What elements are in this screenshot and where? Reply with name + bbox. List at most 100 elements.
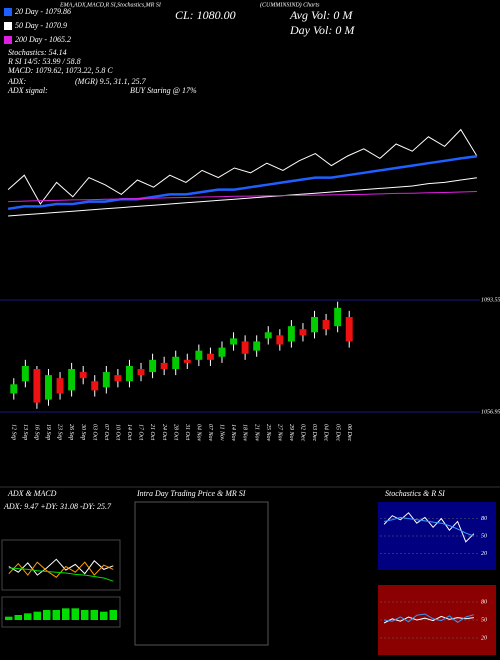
x-tick-label: 30 Sep <box>80 423 86 440</box>
x-tick-label: 31 Oct <box>184 423 190 440</box>
candle-body <box>10 384 18 394</box>
close-label: CL: 1080.00 <box>175 8 236 22</box>
legend-swatch <box>4 36 12 44</box>
x-tick-label: 21 Oct <box>149 424 155 440</box>
x-tick-label: 28 Oct <box>172 424 178 440</box>
candle-body <box>334 307 342 327</box>
candle-body <box>299 329 307 336</box>
candle-body <box>45 375 52 400</box>
stochastics-stat: Stochastics: 54.14 <box>8 48 67 57</box>
legend-label: 50 Day - 1070.9 <box>15 21 67 30</box>
stoch-title: Stochastics & R SI <box>385 489 445 498</box>
candle-body <box>183 359 191 363</box>
candle-body <box>33 369 41 403</box>
series-line <box>8 177 477 217</box>
bar <box>14 615 22 620</box>
series-line <box>384 613 475 624</box>
bar <box>109 610 117 620</box>
x-tick-label: 11 Nov <box>219 424 225 441</box>
y-tick-label: 80 <box>481 516 487 522</box>
x-tick-label: 14 Oct <box>126 424 133 440</box>
macd-stat: MACD: 1079.62, 1073.22, 5.8 C <box>7 66 113 75</box>
x-tick-label: 03 Oct <box>91 424 97 440</box>
candle-body <box>21 365 29 382</box>
x-tick-label: 25 Nov <box>265 424 271 442</box>
symbol: (CUMMINSIND) Charts <box>260 1 320 8</box>
x-tick-label: 26 Sep <box>68 424 74 440</box>
x-tick-label: 07 Nov <box>207 424 213 442</box>
x-tick-label: 21 Nov <box>253 424 259 442</box>
x-tick-label: 05 Dec <box>334 424 340 441</box>
x-tick-label: 12 Sep <box>10 424 16 440</box>
series-line <box>7 128 478 205</box>
bar <box>33 611 41 620</box>
candle-body <box>137 369 145 376</box>
candle-body <box>195 350 203 360</box>
x-tick-label: 27 Nov <box>276 424 282 442</box>
candle-body <box>287 326 295 342</box>
series-line <box>8 558 114 576</box>
candle-body <box>322 320 330 330</box>
legend-swatch <box>4 8 12 16</box>
x-tick-label: 23 Sep <box>57 424 63 440</box>
candle-body <box>91 381 99 391</box>
candle-body <box>253 341 261 351</box>
bar <box>71 608 79 620</box>
y-tick-label: 50 <box>481 533 487 539</box>
y-tick-label: 1056.95 <box>481 409 500 415</box>
candle-body <box>114 375 122 382</box>
x-tick-label: 14 Nov <box>230 424 237 442</box>
y-tick-label: 20 <box>481 635 487 641</box>
series-line <box>383 512 475 543</box>
y-tick-label: 80 <box>481 599 487 605</box>
signal: BUY Staring @ 17% <box>130 86 197 95</box>
x-tick-label: 18 Nov <box>242 424 248 442</box>
day-vol: Day Vol: 0 M <box>289 23 355 37</box>
intraday-panel <box>134 501 269 646</box>
candle-body <box>149 359 157 373</box>
x-tick-label: 03 Dec <box>311 424 317 441</box>
x-tick-label: 13 Sep <box>22 424 28 440</box>
adx-values: (MGR) 9.5, 31.1, 25.7 <box>75 77 147 86</box>
adx-readout: ADX: 9.47 +DY: 31.08 -DY: 25.7 <box>3 502 112 511</box>
candle-body <box>102 372 110 388</box>
x-tick-label: 29 Nov <box>288 424 294 442</box>
x-tick-label: 19 Sep <box>45 424 51 440</box>
bar <box>24 613 32 620</box>
legend-label: 20 Day - 1079.86 <box>15 7 71 16</box>
candle-body <box>218 347 226 357</box>
rsi-stat: R SI 14/5: 53.99 / 58.8 <box>7 57 81 66</box>
legend-label: 200 Day - 1065.2 <box>15 35 71 44</box>
series-line <box>383 516 475 537</box>
x-tick-label: 02 Dec <box>300 424 306 441</box>
legend-swatch <box>4 22 12 30</box>
series-line <box>8 561 114 578</box>
candle-body <box>160 362 168 370</box>
bar <box>90 610 98 620</box>
bar <box>52 610 60 620</box>
y-tick-label: 50 <box>481 617 487 623</box>
y-tick-label: 20 <box>481 551 487 557</box>
bar <box>62 608 70 620</box>
y-tick-label: 1093.55 <box>481 297 500 303</box>
candle-body <box>230 338 238 345</box>
signal-label: ADX signal: <box>7 86 48 95</box>
candle-body <box>206 353 214 360</box>
x-tick-label: 06 Dec <box>346 424 352 441</box>
x-tick-label: 16 Sep <box>34 424 40 440</box>
series-line <box>8 191 477 203</box>
candle-body <box>264 332 272 339</box>
x-tick-label: 07 Oct <box>103 424 109 440</box>
studies: EMA,ADX,MACD,R SI,Stochastics,MR SI <box>59 2 162 8</box>
adx-label: ADX: <box>7 77 27 86</box>
candle-body <box>345 316 353 342</box>
candle-body <box>79 372 87 379</box>
candle-body <box>172 356 180 370</box>
candle-body <box>125 365 133 382</box>
candle-body <box>276 335 284 345</box>
candle-body <box>56 378 64 394</box>
bar <box>100 611 108 620</box>
x-tick-label: 24 Oct <box>161 424 168 440</box>
